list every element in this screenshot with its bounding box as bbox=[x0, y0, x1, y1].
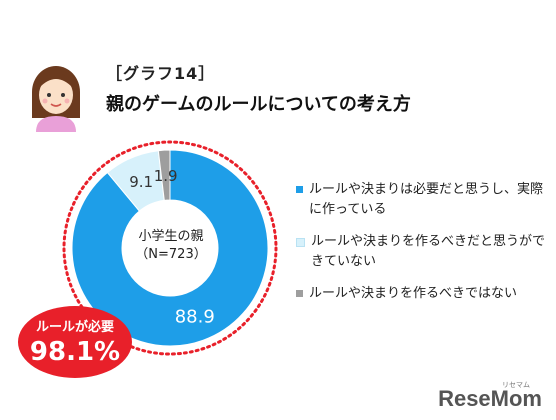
girl-avatar-icon bbox=[32, 66, 80, 132]
donut-slice-3 bbox=[157, 149, 171, 201]
legend-item-2: ルールや決まりを作るべきだと思うができていない bbox=[296, 232, 548, 272]
legend: ルールや決まりは必要だと思うし、実際に作っている ルールや決まりを作るべきだと思… bbox=[296, 180, 548, 316]
chart-title: 親のゲームのルールについての考え方 bbox=[106, 94, 411, 115]
legend-label-2: ルールや決まりを作るべきだと思うができていない bbox=[311, 234, 546, 269]
callout-badge: ルールが必要 98.1% bbox=[18, 306, 132, 378]
callout-label: ルールが必要 bbox=[35, 320, 114, 335]
legend-swatch-2 bbox=[296, 238, 305, 247]
data-label-2: 9.1 bbox=[129, 173, 153, 191]
center-label-line-1: 小学生の親 bbox=[138, 229, 204, 244]
legend-swatch-3 bbox=[296, 290, 303, 297]
data-label-3: 1.9 bbox=[154, 167, 178, 185]
data-label-1: 88.9 bbox=[175, 307, 215, 328]
donut-slice-1 bbox=[71, 149, 269, 347]
legend-item-1: ルールや決まりは必要だと思うし、実際に作っている bbox=[296, 180, 548, 220]
legend-swatch-1 bbox=[296, 186, 303, 193]
chart-title-block: ［グラフ14］ 親のゲームのルールについての考え方 bbox=[106, 60, 411, 116]
chart-tag: ［グラフ14］ bbox=[106, 64, 216, 83]
brand-sub: リセマム bbox=[502, 381, 530, 389]
legend-label-3: ルールや決まりを作るべきではない bbox=[309, 286, 518, 301]
center-label-line-2: （N=723） bbox=[135, 247, 207, 262]
center-label: 小学生の親 （N=723） bbox=[116, 228, 226, 264]
callout-value: 98.1% bbox=[29, 337, 121, 367]
legend-label-1: ルールや決まりは必要だと思うし、実際に作っている bbox=[309, 182, 544, 217]
legend-item-3: ルールや決まりを作るべきではない bbox=[296, 284, 548, 304]
callout-dotted-ring bbox=[62, 140, 278, 356]
brand-logo: ReseMom bbox=[438, 386, 542, 411]
